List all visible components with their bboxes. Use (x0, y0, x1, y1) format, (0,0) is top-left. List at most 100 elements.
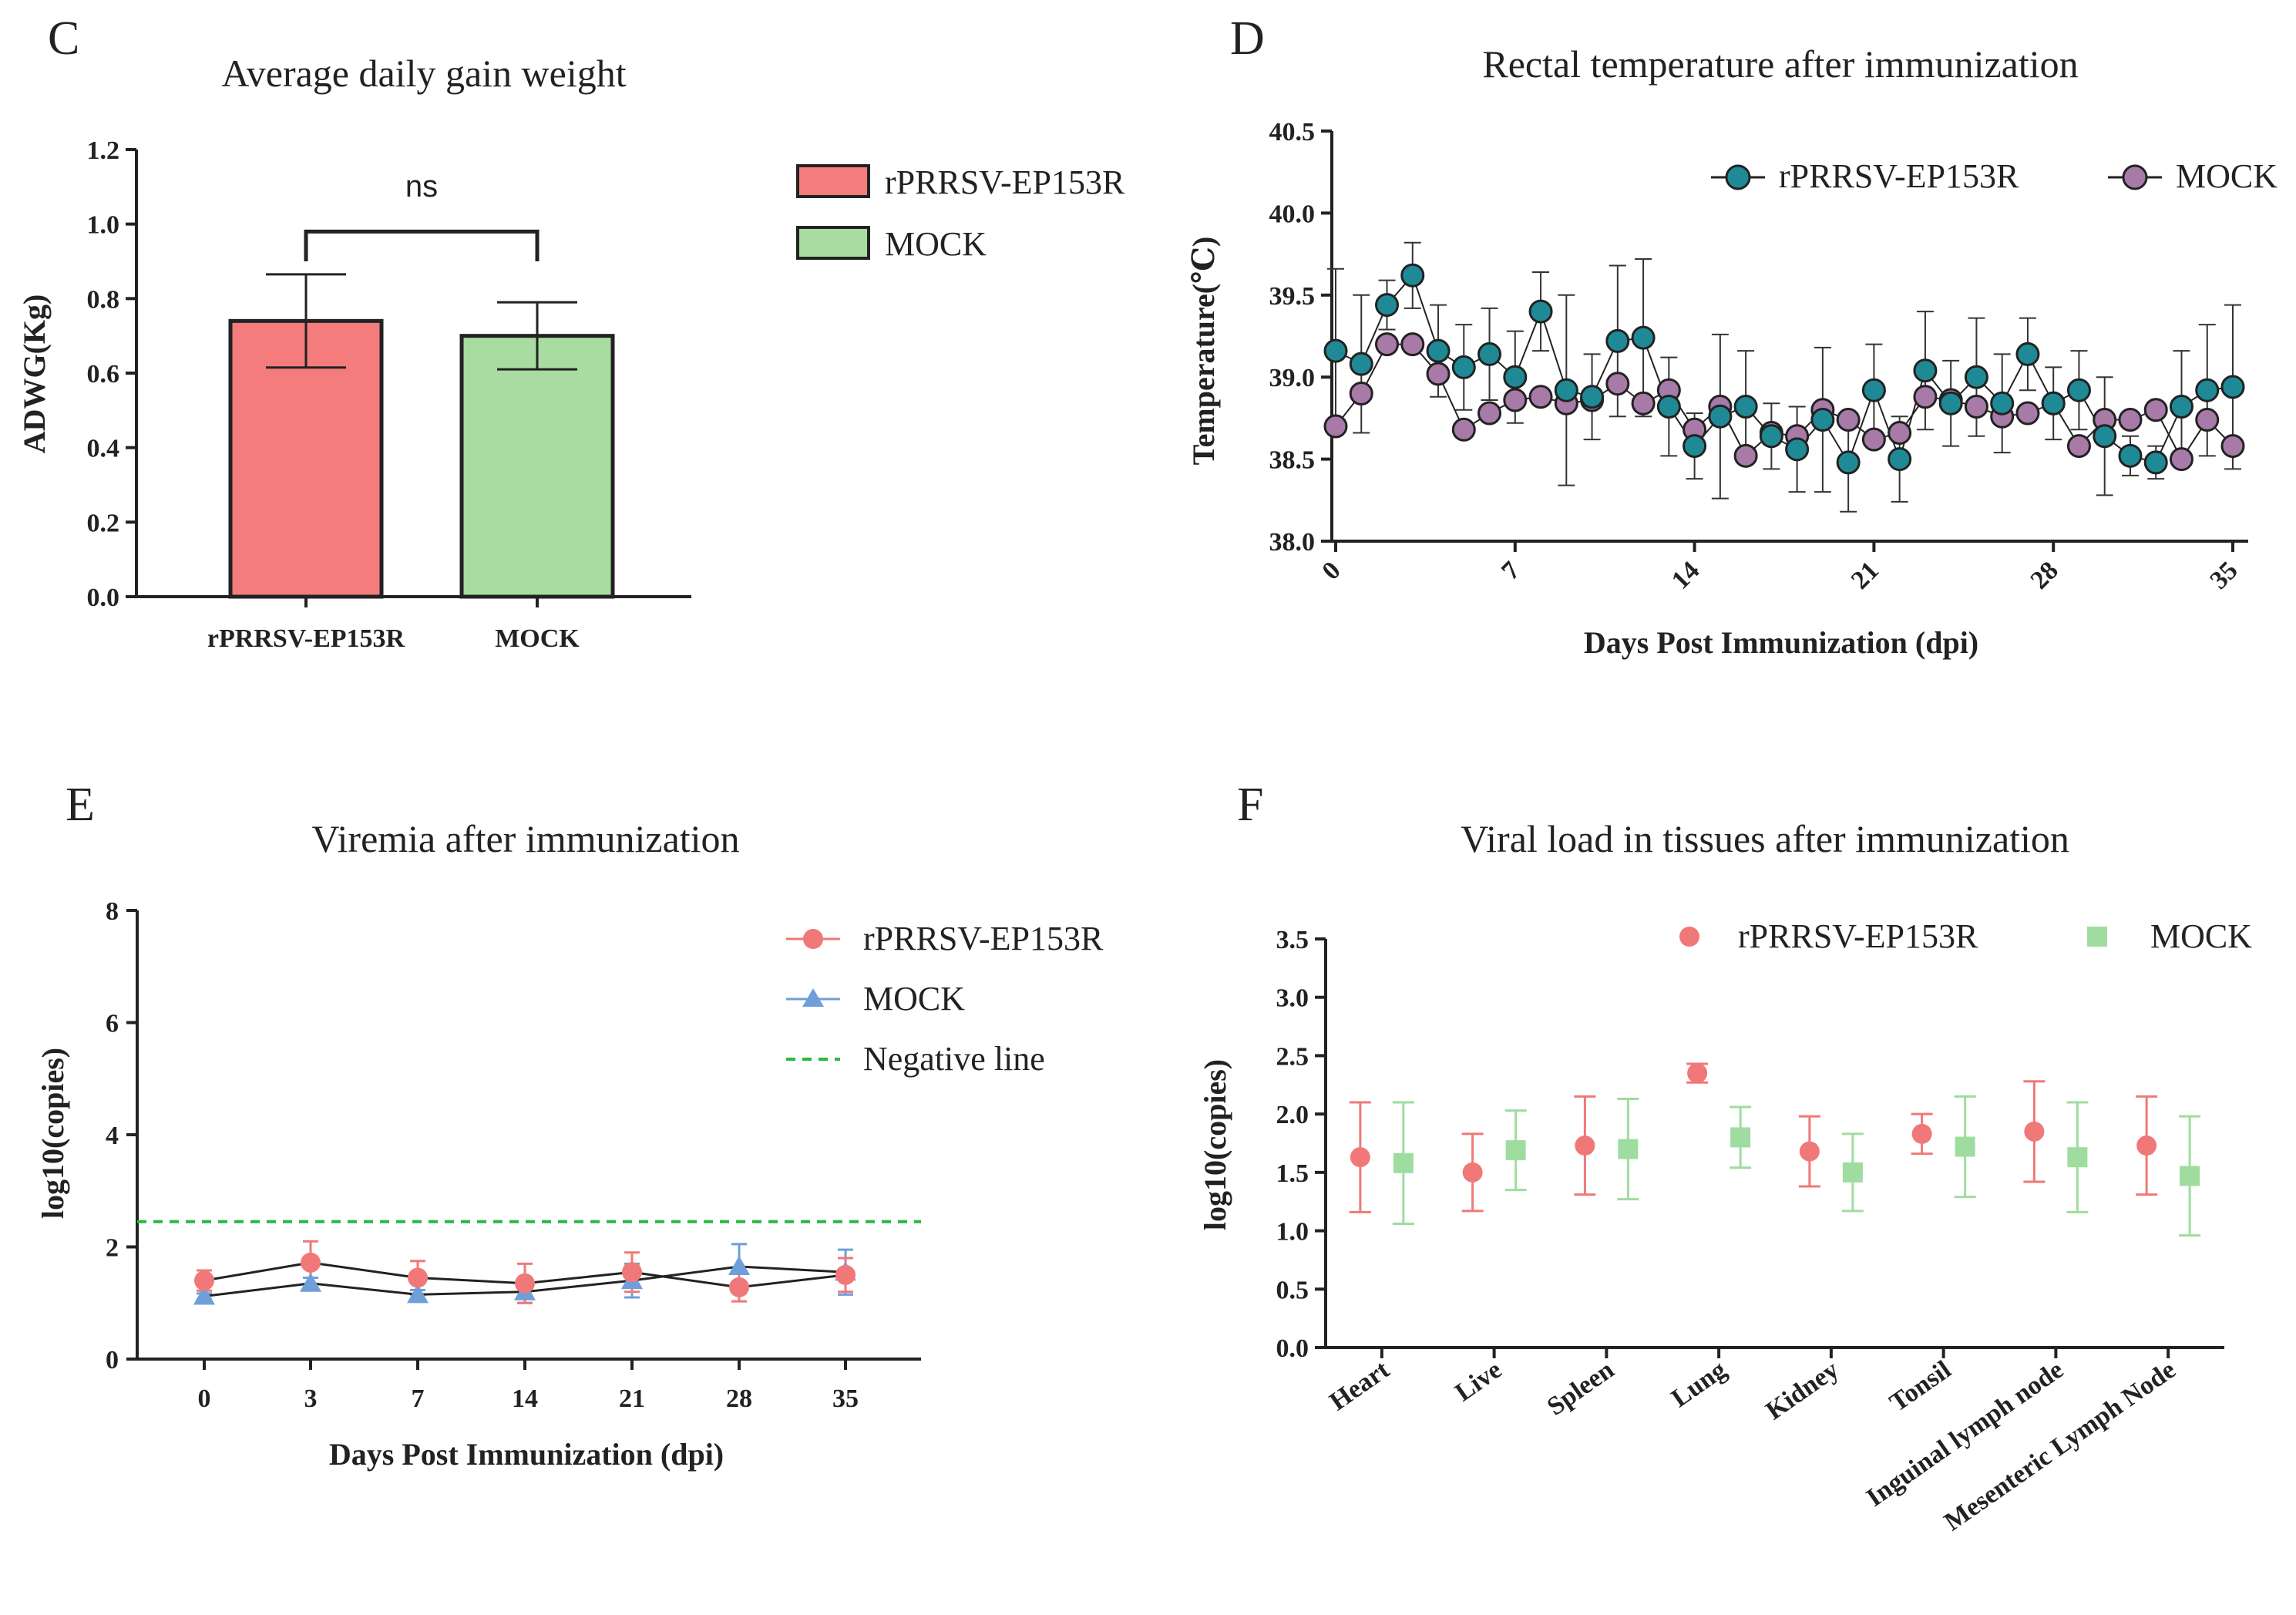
y-tick-label: 3.5 (1276, 926, 1309, 954)
data-point-rprrsv (1964, 365, 1988, 389)
data-point-rprrsv (2118, 443, 2143, 468)
x-tick-label: Tonsil (1884, 1355, 1956, 1418)
data-point-rprrsv (1451, 355, 1476, 379)
data-point-mock (2118, 408, 2143, 432)
data-point-rprrsv (1503, 365, 1528, 389)
panel-d-xlabel: Days Post Immunization (dpi) (1584, 625, 1978, 660)
x-tick-label: 7 (412, 1385, 425, 1413)
data-point-rprrsv (1861, 378, 1886, 402)
y-tick-label: 1.0 (87, 211, 120, 240)
data-point-mock (1605, 372, 1630, 396)
panel-f-plot: 0.0 0.5 1.0 1.5 2.0 2.5 3.0 3.5 Heart Live Spleen L… (1276, 926, 2224, 1536)
panel-d-legend: rPRRSV-EP153R MOCK (1711, 157, 2278, 195)
y-tick-label: 0.5 (1276, 1276, 1309, 1304)
y-tick-label: 38.0 (1269, 528, 1316, 557)
data-point-mock (2066, 434, 2091, 459)
data-point-rprrsv (622, 1262, 642, 1283)
panel-e-xlabel: Days Post Immunization (dpi) (329, 1437, 724, 1472)
x-tick-label: 14 (512, 1385, 538, 1413)
data-point-mock (1528, 385, 1553, 409)
data-point-mock (2195, 408, 2220, 432)
legend-label-d-mock: MOCK (2176, 157, 2278, 195)
legend-label-e-rprrsv: rPRRSV-EP153R (863, 920, 1104, 957)
data-point-rprrsv (408, 1267, 428, 1288)
x-tick-label: 28 (2025, 556, 2064, 594)
data-point-mock (1323, 414, 1348, 439)
panel-c-ylabel: ADWG(Kg) (17, 294, 52, 454)
x-tick-label: MOCK (495, 624, 580, 653)
panel-c-title: Average daily gain weight (221, 52, 626, 95)
data-point-rprrsv (2195, 378, 2220, 402)
data-point-rprrsv (2066, 378, 2091, 402)
panel-label-d: D (1230, 12, 1265, 65)
legend-label-e-mock: MOCK (863, 980, 965, 1018)
legend-marker-e-mock (802, 988, 824, 1007)
data-point-mock (1477, 401, 1502, 426)
data-point-mock (1730, 1127, 1751, 1148)
data-point-rprrsv (1605, 328, 1630, 353)
data-point-rprrsv (1426, 338, 1451, 363)
panel-c-significance: ns (405, 170, 438, 204)
panel-e-legend: rPRRSV-EP153R MOCK Negative line (786, 920, 1104, 1078)
data-point-rprrsv (515, 1273, 535, 1294)
data-point-mock (1955, 1136, 1975, 1157)
x-tick-label: Inguinal lymph node (1861, 1355, 2069, 1512)
legend-label-rprrsv: rPRRSV-EP153R (885, 163, 1125, 201)
data-point-rprrsv (1938, 391, 1963, 416)
bar-mock (459, 334, 615, 599)
y-tick-label: 39.0 (1269, 364, 1316, 392)
panel-e: E Viremia after immunization log10(copie… (35, 779, 1104, 1472)
y-tick-label: 0.8 (87, 285, 120, 314)
x-tick-label: Live (1450, 1355, 1507, 1407)
data-point-mock (2169, 447, 2193, 472)
data-point-rprrsv (729, 1277, 749, 1297)
data-point-rprrsv (1575, 1136, 1595, 1156)
panel-c-legend: rPRRSV-EP153R MOCK (796, 163, 1125, 263)
data-point-rprrsv (1528, 299, 1553, 324)
data-point-rprrsv (1462, 1162, 1483, 1183)
data-point-rprrsv (2093, 424, 2117, 449)
significance-bracket (304, 229, 540, 261)
y-tick-label: 1.5 (1276, 1159, 1309, 1188)
data-point-rprrsv (2136, 1136, 2157, 1156)
panel-f-title: Viral load in tissues after immunization (1461, 817, 2069, 860)
data-point-rprrsv (2220, 375, 2245, 399)
data-point-mock (728, 1255, 750, 1275)
legend-marker-f-mock (2087, 927, 2107, 947)
data-point-mock (1618, 1139, 1639, 1159)
data-point-rprrsv (2041, 391, 2066, 416)
legend-marker-e-rprrsv (803, 929, 823, 949)
data-point-rprrsv (1631, 325, 1656, 350)
y-tick-label: 2 (106, 1234, 119, 1263)
data-point-mock (300, 1272, 321, 1292)
data-point-rprrsv (1554, 378, 1578, 402)
data-point-mock (1451, 417, 1476, 442)
y-tick-label: 38.5 (1269, 446, 1316, 475)
data-point-mock (1375, 332, 1400, 357)
x-tick-label: Heart (1325, 1355, 1395, 1416)
data-point-mock (2143, 398, 2168, 422)
y-tick-label: 1.0 (1276, 1218, 1309, 1247)
data-point-mock (1631, 391, 1656, 416)
panel-e-title: Viremia after immunization (311, 817, 739, 860)
data-point-rprrsv (301, 1252, 321, 1273)
data-point-mock (1836, 408, 1861, 432)
legend-swatch-mock (796, 226, 870, 260)
data-point-rprrsv (1708, 404, 1733, 429)
data-point-rprrsv (2143, 450, 2168, 475)
y-tick-label: 6 (106, 1010, 119, 1038)
x-tick-label: 0 (1316, 556, 1346, 585)
data-point-rprrsv (1888, 447, 1912, 472)
x-tick-label: 35 (2204, 556, 2243, 594)
y-tick-label: 0 (106, 1346, 119, 1374)
data-point-rprrsv (1799, 1141, 1820, 1162)
x-tick-label: 21 (619, 1385, 645, 1413)
y-tick-label: 3.0 (1276, 984, 1309, 1013)
panel-c: C Average daily gain weight ADWG(Kg) 0.0… (17, 12, 1125, 653)
legend-label-f-mock: MOCK (2150, 917, 2252, 955)
data-point-rprrsv (1785, 437, 1810, 462)
panel-d: D Rectal temperature after immunization … (1186, 12, 2278, 660)
legend-label-negative-line: Negative line (863, 1040, 1045, 1078)
data-point-rprrsv (1687, 1063, 1708, 1084)
panel-f-legend: rPRRSV-EP153R MOCK (1679, 917, 2252, 955)
